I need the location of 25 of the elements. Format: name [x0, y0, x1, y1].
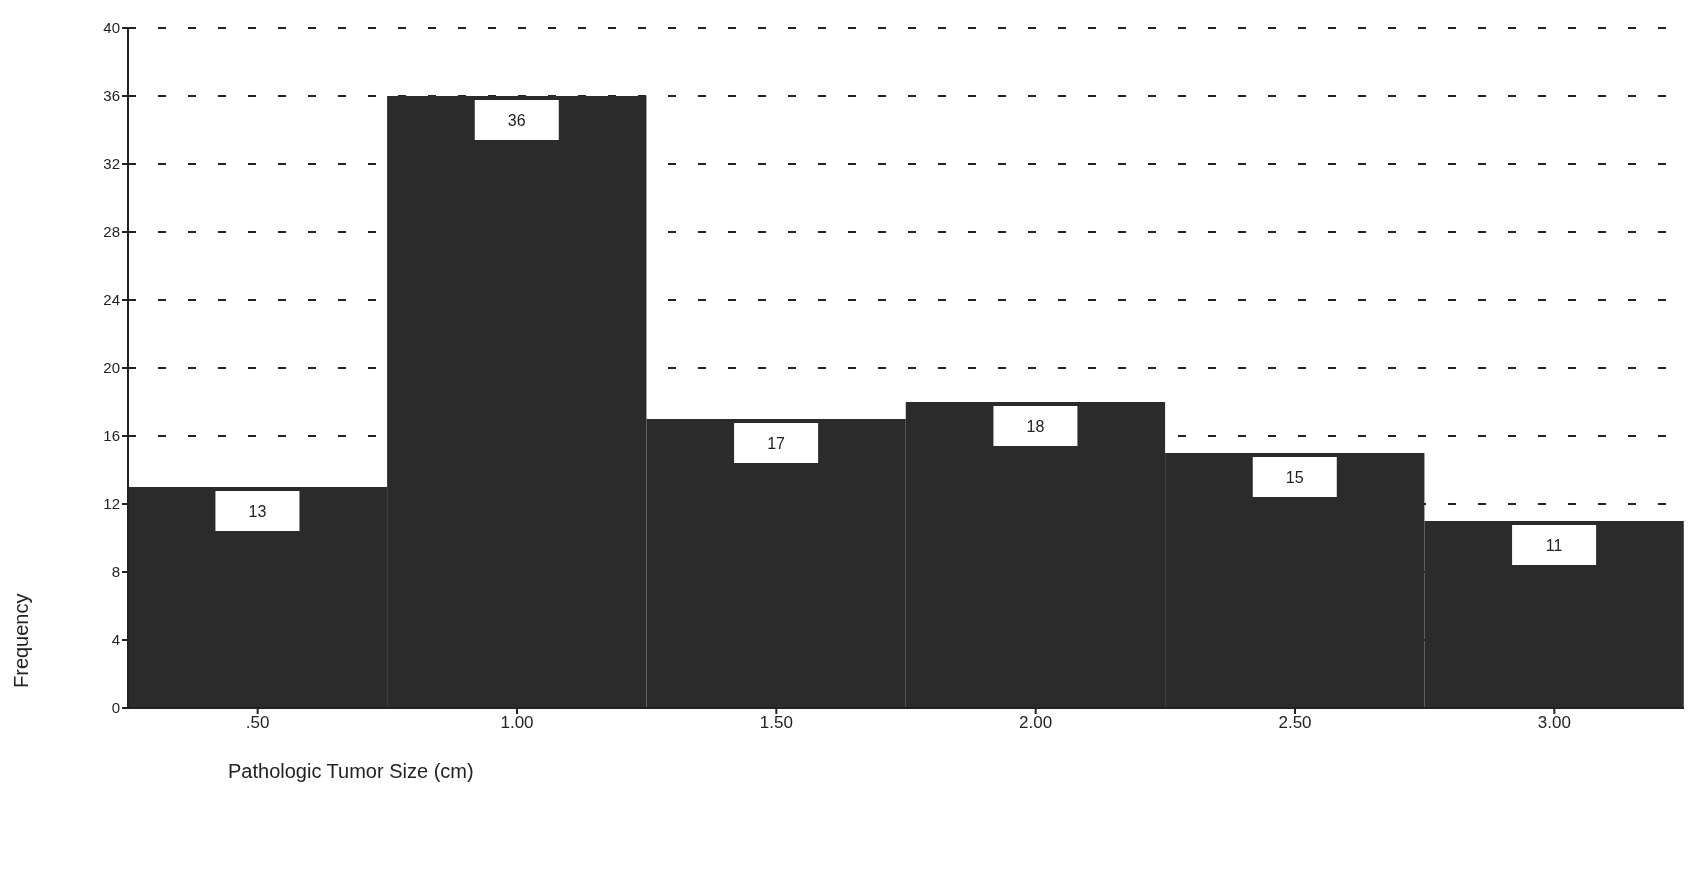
- y-tick-label: 4: [111, 631, 120, 649]
- y-tick-label: 12: [103, 495, 120, 513]
- y-tick-label: 28: [103, 223, 120, 241]
- data-label: 15: [1285, 468, 1304, 486]
- y-tick-label: 24: [103, 291, 120, 309]
- data-label: 13: [248, 502, 267, 520]
- x-tick-label: 2.50: [1278, 713, 1312, 733]
- data-label: 11: [1545, 536, 1563, 554]
- data-label: 17: [767, 434, 786, 452]
- y-tick-label: 40: [103, 19, 120, 37]
- y-tick-label: 20: [103, 359, 120, 377]
- x-tick-label: 1.00: [500, 713, 534, 733]
- y-axis-title: Frequency: [10, 593, 32, 688]
- y-tick-label: 32: [103, 155, 120, 173]
- x-tick-label: .50: [245, 713, 270, 733]
- data-label: 18: [1026, 417, 1045, 435]
- y-tick-label: 16: [103, 427, 120, 445]
- y-tick-label: 36: [103, 87, 120, 105]
- x-tick-label: 2.00: [1019, 713, 1053, 733]
- x-tick-label: 1.50: [759, 713, 793, 733]
- data-label: 36: [507, 111, 526, 129]
- x-tick-label: 3.00: [1537, 713, 1571, 733]
- x-axis-title: Pathologic Tumor Size (cm): [228, 760, 474, 782]
- y-tick-label: 0: [111, 699, 120, 717]
- y-tick-label: 8: [111, 563, 120, 581]
